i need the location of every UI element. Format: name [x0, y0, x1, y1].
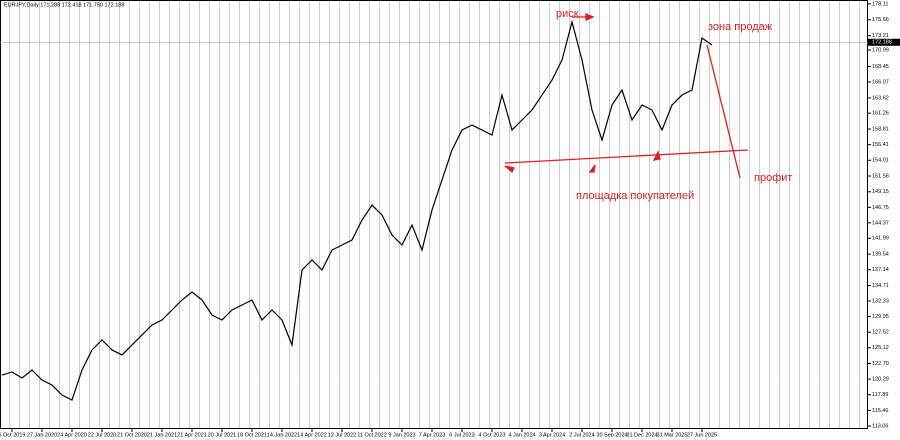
x-tick-label: 30 Sep 2024 — [596, 432, 627, 438]
x-tick-label: 4 Oct 2023 — [479, 432, 506, 438]
annotations — [504, 13, 749, 179]
y-tick-label: 132.33 — [872, 298, 889, 304]
y-tick-label: 120.29 — [872, 377, 889, 383]
y-tick-label: 161.26 — [872, 111, 889, 117]
y-tick-label: 139.54 — [872, 252, 889, 258]
y-tick-label: 141.99 — [872, 236, 889, 242]
vertical-grid — [0, 0, 868, 428]
y-tick-label: 178.11 — [872, 1, 888, 7]
x-tick-label: 18 Oct 2021 — [237, 432, 267, 438]
x-tick-label: 31 Dec 2024 — [626, 432, 657, 438]
y-tick-label: 170.99 — [872, 47, 889, 53]
y-tick-label: 113.06 — [872, 423, 888, 429]
x-tick-label: 4 Jan 2024 — [508, 432, 535, 438]
arrow-head — [585, 13, 595, 21]
y-tick-label: 168.45 — [872, 64, 889, 70]
y-tick-label: 134.71 — [872, 283, 889, 289]
header: EURJPY,Daily 171.288 172.418 171.750 172… — [4, 2, 124, 8]
x-tick-label: 14 Jan 2022 — [267, 432, 297, 438]
price-line — [1, 19, 713, 401]
last-price-label: 172.188 — [872, 40, 892, 46]
target-line — [706, 44, 741, 179]
y-tick-label: 146.75 — [872, 205, 889, 211]
y-tick-label: 175.66 — [872, 17, 889, 23]
arrow-head — [504, 165, 515, 174]
y-tick-label: 151.58 — [872, 173, 889, 179]
arrow-head — [588, 164, 596, 173]
x-tick-label: 6 Oct 2019 — [0, 432, 25, 438]
x-tick-label: 24 Apr 2020 — [57, 432, 87, 438]
y-tick-label: 173.21 — [872, 33, 889, 39]
annotation: зона продаж — [708, 21, 773, 33]
y-tick-label: 127.52 — [872, 330, 889, 336]
x-tick-label: 21 Apr 2021 — [177, 432, 207, 438]
plot-frame — [0, 0, 868, 429]
y-tick-label: 154.01 — [872, 158, 889, 164]
y-tick-label: 137.14 — [872, 267, 889, 273]
annotation: профит — [754, 172, 792, 184]
x-tick-label: 21 Oct 2020 — [117, 432, 147, 438]
y-tick-label: 166.07 — [872, 79, 889, 85]
x-tick-label: 27 Jan 2020 — [27, 432, 57, 438]
x-tick-label: 7 Apr 2023 — [419, 432, 446, 438]
y-tick-label: 115.46 — [872, 408, 888, 414]
y-tick-label: 149.15 — [872, 189, 889, 195]
x-tick-label: 11 Oct 2022 — [357, 432, 387, 438]
x-tick-label: 3 Apr 2024 — [539, 432, 566, 438]
x-tick-label: 22 Jul 2020 — [88, 432, 116, 438]
y-tick-label: 122.70 — [872, 361, 889, 367]
x-tick-label: 9 Jan 2023 — [388, 432, 415, 438]
x-tick-label: 12 Jul 2022 — [328, 432, 356, 438]
x-tick-label: 27 Jun 2025 — [687, 432, 717, 438]
arrow-head — [652, 150, 661, 161]
x-tick-label: 31 Mar 2025 — [657, 432, 688, 438]
y-tick-label: 117.89 — [872, 392, 888, 398]
x-tick-label: 14 Apr 2022 — [297, 432, 327, 438]
y-tick-label: 125.12 — [872, 345, 889, 351]
y-tick-label: 144.37 — [872, 220, 889, 226]
y-tick-label: 156.41 — [872, 142, 889, 148]
y-tick-label: 163.62 — [872, 95, 889, 101]
support-line — [504, 149, 749, 164]
x-tick-label: 20 Jul 2021 — [208, 432, 236, 438]
y-tick-label: 129.95 — [872, 314, 889, 320]
annotation: риск — [556, 8, 579, 20]
y-tick-label: 158.81 — [872, 127, 889, 133]
annotation: площадка покупателей — [576, 190, 694, 202]
x-tick-label: 6 Jul 2023 — [449, 432, 474, 438]
x-tick-label: 21 Jan 2021 — [147, 432, 177, 438]
last-price-box — [868, 38, 900, 46]
x-tick-label: 2 Jul 2024 — [569, 432, 594, 438]
